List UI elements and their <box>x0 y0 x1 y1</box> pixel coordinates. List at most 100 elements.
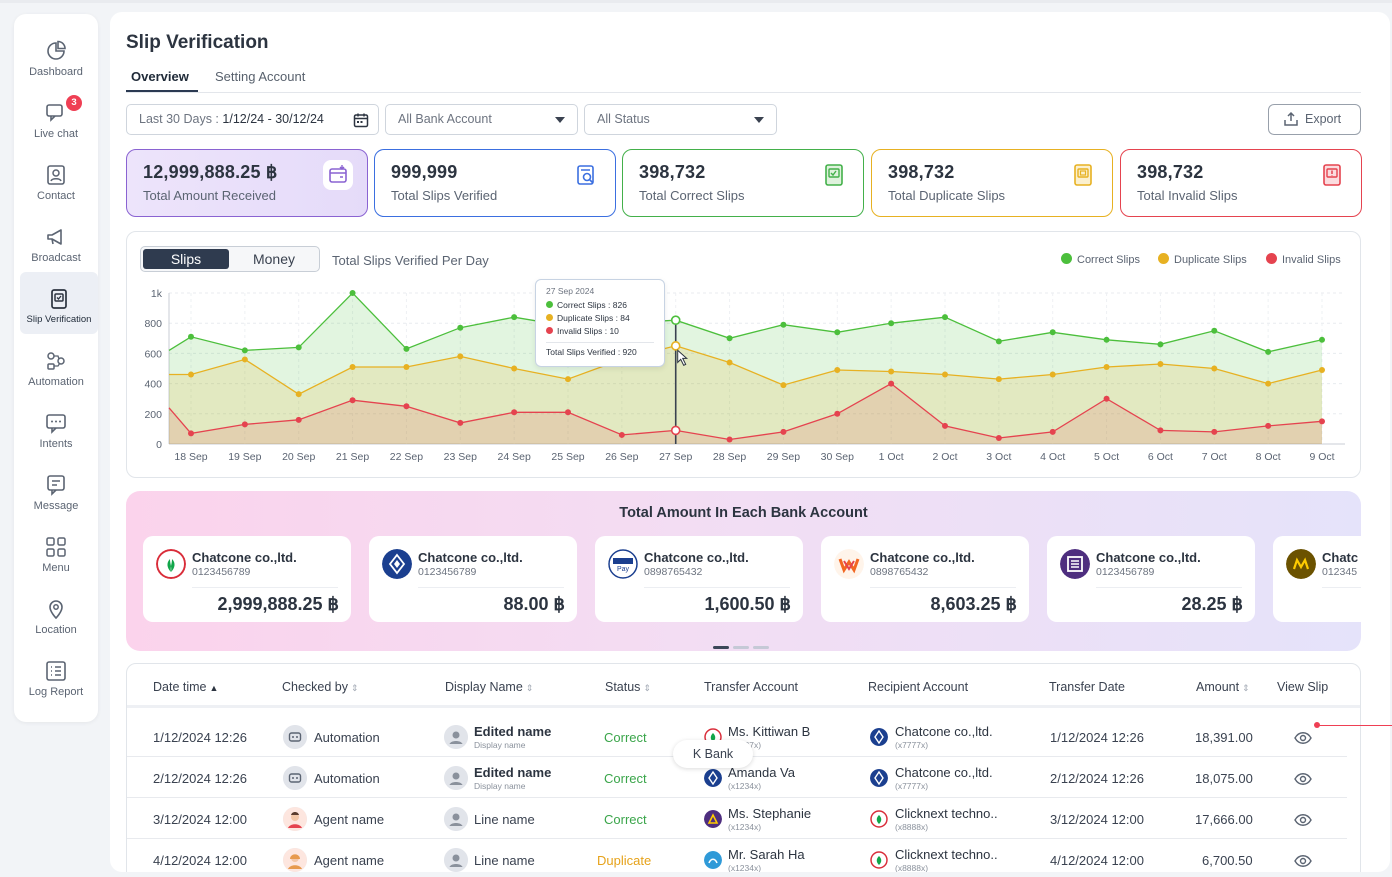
sidebar-item-contact[interactable]: Contact <box>14 148 98 210</box>
agent-avatar-icon <box>283 848 307 872</box>
tooltip-value: Invalid Slips : 10 <box>557 326 619 336</box>
eye-icon[interactable] <box>1294 772 1312 786</box>
data-point <box>1103 363 1110 370</box>
robot-avatar-icon <box>283 725 307 749</box>
y-tick-label: 1k <box>151 288 163 300</box>
sidebar-item-intents[interactable]: Intents <box>14 396 98 458</box>
legend-invalid[interactable]: Invalid Slips <box>1266 253 1341 266</box>
data-point <box>565 409 571 416</box>
tab-overview[interactable]: Overview <box>131 69 189 84</box>
chevron-down-icon <box>555 117 565 123</box>
user-avatar-icon <box>444 848 468 872</box>
column-header-label: Date time <box>153 680 207 694</box>
series-area <box>169 383 1322 444</box>
x-tick-label: 30 Sep <box>821 451 854 463</box>
eye-icon[interactable] <box>1294 854 1312 868</box>
scb-logo-icon <box>1060 549 1090 579</box>
x-tick-label: 9 Oct <box>1309 451 1334 463</box>
data-point <box>726 335 733 342</box>
tooltip-date: 27 Sep 2024 <box>546 286 595 296</box>
bank-card[interactable]: Chatcone co.,ltd. 0123456789 2,999,888.2… <box>143 536 351 622</box>
export-button[interactable]: Export <box>1268 104 1361 135</box>
column-header-status[interactable]: Status ⇕ <box>605 680 651 694</box>
table-row[interactable]: 1/12/2024 12:26 Automation Edited name Di… <box>127 717 1347 757</box>
cell-datetime: 2/12/2024 12:26 <box>153 771 247 786</box>
bank-card[interactable]: Chatcone co.,ltd. 0123456789 88.00 ฿ <box>369 536 577 622</box>
transfer-name: Ms. Kittiwan B <box>728 724 811 739</box>
sidebar-item-broadcast[interactable]: Broadcast <box>14 210 98 272</box>
sidebar-item-slip-verification[interactable]: Slip Verification <box>20 272 98 334</box>
recipient-name: Chatcone co.,ltd. <box>895 765 993 780</box>
y-tick-label: 0 <box>156 439 162 451</box>
data-point <box>780 382 787 389</box>
sort-icon: ⇕ <box>351 683 359 693</box>
display-name: Edited name <box>474 724 552 739</box>
bank-account-number: 0898765432 <box>644 566 703 578</box>
table-row[interactable]: 4/12/2024 12:00 Agent name Line name Dup… <box>127 840 1347 872</box>
column-header-amount[interactable]: Amount ⇕ <box>1196 680 1250 694</box>
sidebar-item-dashboard[interactable]: Dashboard <box>14 24 98 86</box>
carousel-dot[interactable] <box>753 646 769 649</box>
sort-icon: ⇕ <box>525 683 534 693</box>
legend-correct[interactable]: Correct Slips <box>1061 253 1140 266</box>
x-tick-label: 26 Sep <box>605 451 638 463</box>
data-point <box>834 410 841 417</box>
table-row[interactable]: 2/12/2024 12:26 Automation Edited name Di… <box>127 758 1347 798</box>
user-avatar-icon <box>444 766 468 790</box>
bbl-logo-icon <box>704 851 722 869</box>
column-header-date-time[interactable]: Date time ▲ <box>153 680 218 694</box>
tab-setting-account[interactable]: Setting Account <box>215 69 306 84</box>
x-tick-label: 25 Sep <box>551 451 584 463</box>
recipient-name: Chatcone co.,ltd. <box>895 724 993 739</box>
data-point <box>457 324 464 331</box>
column-header-display-name[interactable]: Display Name ⇕ <box>445 680 533 694</box>
bank-card[interactable]: Chatc 012345 9 <box>1273 536 1361 622</box>
sidebar-item-menu[interactable]: Menu <box>14 520 98 582</box>
status-correct: Correct <box>604 812 647 827</box>
sidebar-item-live-chat[interactable]: 3 Live chat <box>14 86 98 148</box>
eye-icon[interactable] <box>1294 813 1312 827</box>
toggle-slips-button[interactable]: Slips <box>143 249 229 269</box>
sidebar-item-label: Live chat <box>33 128 79 140</box>
date-range-picker[interactable]: Last 30 Days : 1/12/24 - 30/12/24 <box>126 104 379 135</box>
pie-chart-icon <box>47 40 66 60</box>
eye-icon[interactable] <box>1294 731 1312 745</box>
recipient-account-number: (x7777x) <box>895 781 929 791</box>
bank-account-name: Chatcone co.,ltd. <box>192 550 297 565</box>
sidebar-item-automation[interactable]: Automation <box>14 334 98 396</box>
bank-card-divider <box>418 587 564 588</box>
x-tick-label: 3 Oct <box>986 451 1011 463</box>
column-header-label: Status <box>605 680 641 694</box>
sidebar-item-label: Dashboard <box>29 66 83 78</box>
sidebar-item-location[interactable]: Location <box>14 582 98 644</box>
x-tick-label: 20 Sep <box>282 451 315 463</box>
sort-asc-icon: ▲ <box>209 683 219 693</box>
bank-card[interactable]: Chatcone co.,ltd. 0123456789 28.25 ฿ <box>1047 536 1255 622</box>
tooltip-row-duplicate: Duplicate Slips : 84 <box>546 313 654 323</box>
sidebar-item-more[interactable] <box>14 706 98 722</box>
sidebar-item-message[interactable]: Message <box>14 458 98 520</box>
legend-duplicate[interactable]: Duplicate Slips <box>1158 253 1247 266</box>
bank-account-select[interactable]: All Bank Account <box>385 104 578 135</box>
carousel-dot[interactable] <box>733 646 749 649</box>
annotation-line <box>1318 725 1392 726</box>
carousel-dot[interactable] <box>713 646 729 649</box>
data-point <box>295 344 302 351</box>
x-tick-label: 5 Oct <box>1094 451 1119 463</box>
status-duplicate: Duplicate <box>597 853 652 868</box>
tab-divider <box>126 92 1361 93</box>
slips-line-chart[interactable]: 0 200 400 600 800 1k 18 Sep 19 Sep 20 Sep 21 Sep 2… <box>127 232 1362 479</box>
bank-card[interactable]: Chatcone co.,ltd. 0898765432 8,603.25 ฿ <box>821 536 1029 622</box>
x-tick-label: 7 Oct <box>1202 451 1227 463</box>
toggle-money-button[interactable]: Money <box>252 251 296 267</box>
status-select[interactable]: All Status <box>584 104 777 135</box>
x-tick-label: 28 Sep <box>713 451 746 463</box>
column-header-checked-by[interactable]: Checked by ⇕ <box>282 680 359 694</box>
calendar-icon[interactable] <box>353 112 369 128</box>
tooltip-value: Correct Slips : 826 <box>557 300 627 310</box>
sidebar-item-log-report[interactable]: Log Report <box>14 644 98 706</box>
table-row[interactable]: 3/12/2024 12:00 Agent name Line name Cor… <box>127 799 1347 839</box>
user-avatar-icon <box>444 725 468 749</box>
bank-card[interactable]: Pay Chatcone co.,ltd. 0898765432 1,600.5… <box>595 536 803 622</box>
bank-account-number: 0123456789 <box>1096 566 1155 578</box>
